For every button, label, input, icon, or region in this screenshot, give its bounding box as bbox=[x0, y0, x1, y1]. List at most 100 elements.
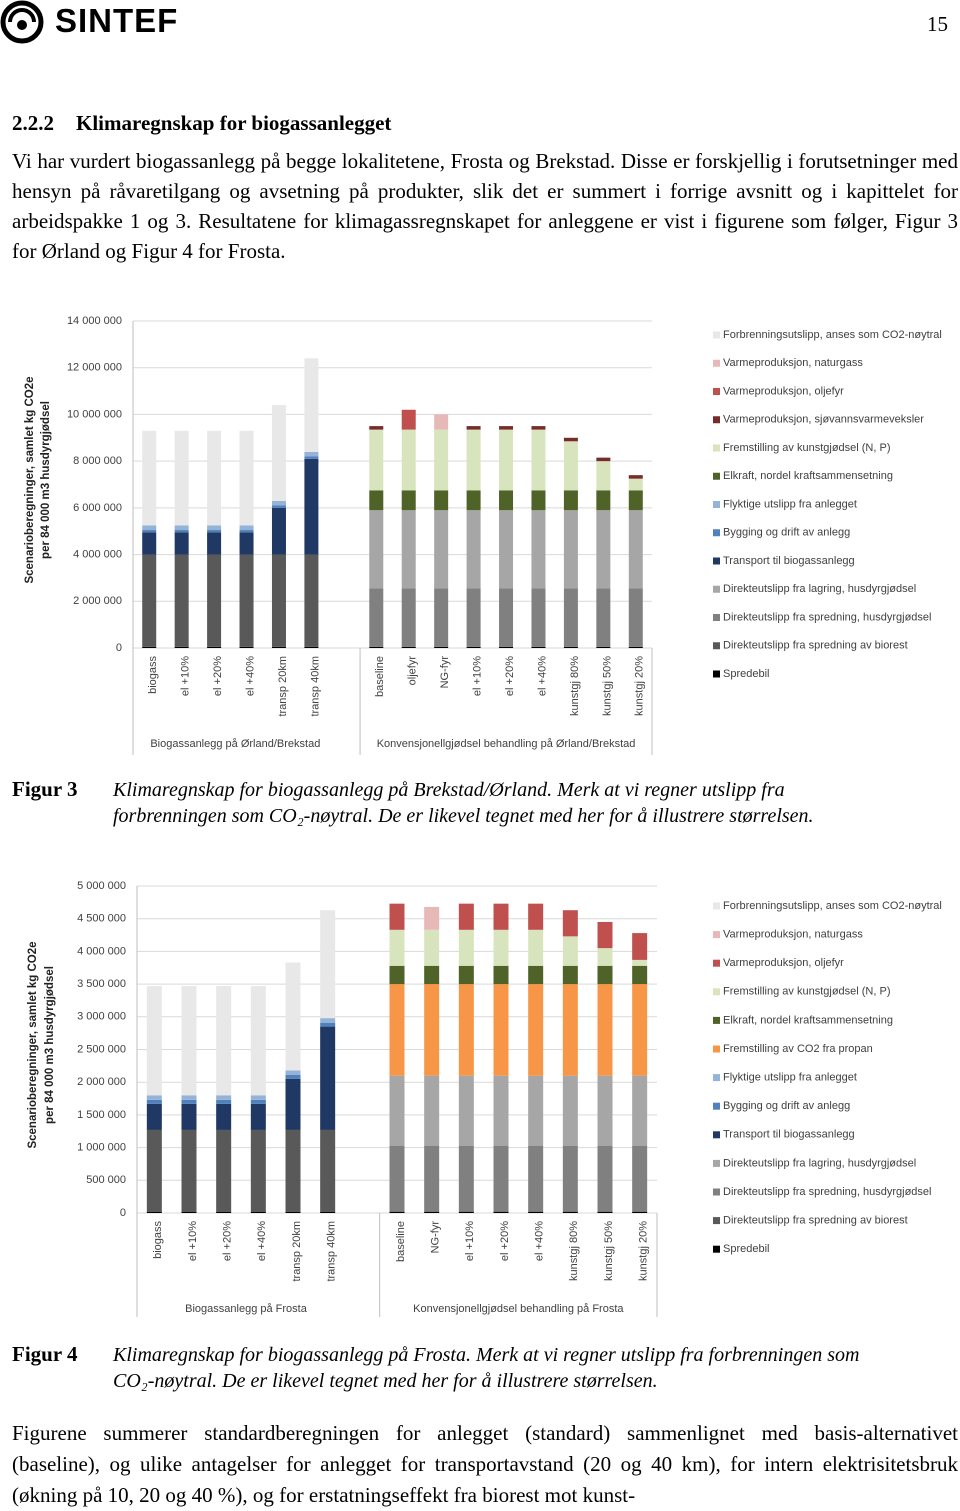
bar-segment bbox=[466, 429, 481, 491]
bar-segment bbox=[250, 1103, 266, 1130]
y-tick-label: 4 000 000 bbox=[77, 945, 126, 957]
bar-segment bbox=[628, 588, 643, 647]
bar-segment bbox=[563, 490, 578, 511]
bar-segment bbox=[389, 903, 405, 930]
x-tick-label: kunstgj 80% bbox=[568, 1221, 580, 1281]
bar-segment bbox=[369, 646, 384, 648]
bar-segment bbox=[207, 525, 222, 531]
bar-segment bbox=[493, 984, 509, 1076]
bar-segment bbox=[250, 1129, 266, 1212]
legend-label: Elkraft, nordel kraftsammensetning bbox=[723, 1014, 893, 1026]
bar-segment bbox=[458, 1211, 474, 1213]
y-tick-label: 8 000 000 bbox=[73, 455, 122, 467]
bar-segment bbox=[632, 1075, 648, 1146]
bar-segment bbox=[239, 430, 254, 526]
bar-segment bbox=[628, 510, 643, 589]
bar-segment bbox=[596, 457, 611, 462]
bar-segment bbox=[320, 1018, 336, 1023]
chart: 0 500 000 1 000 000 1 500 000 2 000 000 2 500… bbox=[27, 880, 942, 1317]
bar-segment bbox=[320, 1129, 336, 1212]
x-tick-label: transp 20km bbox=[277, 656, 289, 717]
y-axis-title: per 84 000 m3 husdyrgjødsel bbox=[40, 401, 52, 559]
legend-swatch bbox=[713, 1045, 720, 1053]
y-tick-label: 500 000 bbox=[86, 1174, 126, 1186]
bar-segment bbox=[434, 588, 449, 647]
legend-label: Fremstilling av kunstgjødsel (N, P) bbox=[723, 442, 891, 454]
bar-segment bbox=[271, 505, 286, 508]
x-tick-label: kunstgj 50% bbox=[601, 656, 613, 716]
x-tick-label: el +40% bbox=[536, 656, 548, 696]
bar-segment bbox=[424, 965, 440, 985]
legend-label: Varmeproduksjon, oljefyr bbox=[723, 385, 844, 397]
legend-label: Spredebil bbox=[723, 668, 769, 680]
y-axis-title: Scenarioberegninger, samlet kg CO2e bbox=[27, 941, 39, 1148]
bar-segment bbox=[239, 646, 254, 648]
legend-swatch bbox=[713, 1159, 720, 1167]
bar-segment bbox=[466, 588, 481, 647]
bar-segment bbox=[628, 478, 643, 491]
bar-segment bbox=[424, 1075, 440, 1146]
bar-segment bbox=[628, 646, 643, 648]
y-tick-label: 14 000 000 bbox=[67, 315, 122, 327]
legend-swatch bbox=[713, 529, 720, 537]
bar-segment bbox=[174, 430, 189, 526]
x-tick-label: el +10% bbox=[464, 1221, 476, 1261]
x-tick-label: el +40% bbox=[534, 1221, 546, 1261]
bar-segment bbox=[401, 409, 416, 430]
bar-segment bbox=[174, 554, 189, 647]
x-tick-label: transp 40km bbox=[326, 1221, 338, 1282]
bar-segment bbox=[216, 1099, 232, 1104]
bar-segment bbox=[285, 1129, 301, 1212]
legend-label: Direkteutslipp fra lagring, husdyrgjødse… bbox=[723, 583, 916, 595]
legend-swatch bbox=[713, 1074, 720, 1082]
legend-label: Direkteutslipp fra spredning, husdyrgjød… bbox=[723, 611, 932, 623]
bar-segment bbox=[499, 588, 514, 647]
legend-label: Direkteutslipp fra spredning av biorest bbox=[723, 640, 908, 652]
figure-label: Figur 4 bbox=[12, 1342, 78, 1366]
bar-segment bbox=[528, 1145, 544, 1212]
paragraph: Vi har vurdert biogassanlegg på begge lo… bbox=[12, 149, 958, 263]
y-tick-label: 10 000 000 bbox=[67, 408, 122, 420]
chart: 0 2 000 000 4 000 000 6 000 000 8 000 000 10 … bbox=[24, 315, 942, 755]
bar-segment bbox=[562, 1145, 578, 1212]
x-tick-label: el +20% bbox=[212, 656, 224, 696]
bar-segment bbox=[389, 1145, 405, 1212]
bar-segment bbox=[181, 986, 197, 1096]
bar-segment bbox=[466, 646, 481, 648]
group-label: Biogassanlegg på Frosta bbox=[185, 1303, 308, 1315]
y-tick-label: 2 000 000 bbox=[77, 1076, 126, 1088]
bar-segment bbox=[628, 490, 643, 511]
bar-segment bbox=[458, 929, 474, 966]
legend-label: Flyktige utslipp fra anlegget bbox=[723, 498, 857, 510]
bar-segment bbox=[458, 965, 474, 985]
x-tick-label: NG-fyr bbox=[430, 1221, 442, 1254]
legend-label: Forbrenningsutslipp, anses som CO2-nøytr… bbox=[723, 900, 942, 912]
bar-segment bbox=[531, 646, 546, 648]
group-label: Konvensjonellgjødsel behandling på Ørlan… bbox=[377, 738, 636, 750]
bar-segment bbox=[389, 929, 405, 966]
bar-segment bbox=[563, 510, 578, 589]
legend-swatch bbox=[713, 1188, 720, 1196]
x-tick-label: el +10% bbox=[180, 656, 192, 696]
bar-segment bbox=[562, 936, 578, 966]
bar-segment bbox=[493, 965, 509, 985]
bar-segment bbox=[528, 1075, 544, 1146]
bar-segment bbox=[142, 646, 157, 648]
group-label: Biogassanlegg på Ørland/Brekstad bbox=[150, 738, 320, 750]
bar-segment bbox=[466, 510, 481, 589]
bar-segment bbox=[401, 429, 416, 491]
bar-segment bbox=[142, 554, 157, 647]
legend-swatch bbox=[713, 1245, 720, 1253]
bar-segment bbox=[250, 986, 266, 1096]
bar-segment bbox=[493, 1075, 509, 1146]
legend-swatch bbox=[713, 444, 720, 452]
bar-segment bbox=[528, 1211, 544, 1213]
x-tick-label: el +40% bbox=[244, 656, 256, 696]
bar-segment bbox=[271, 554, 286, 647]
bar-segment bbox=[499, 510, 514, 589]
bar-segment bbox=[401, 510, 416, 589]
legend-swatch bbox=[713, 902, 720, 910]
bar-segment bbox=[493, 929, 509, 966]
bar-segment bbox=[216, 1103, 232, 1130]
